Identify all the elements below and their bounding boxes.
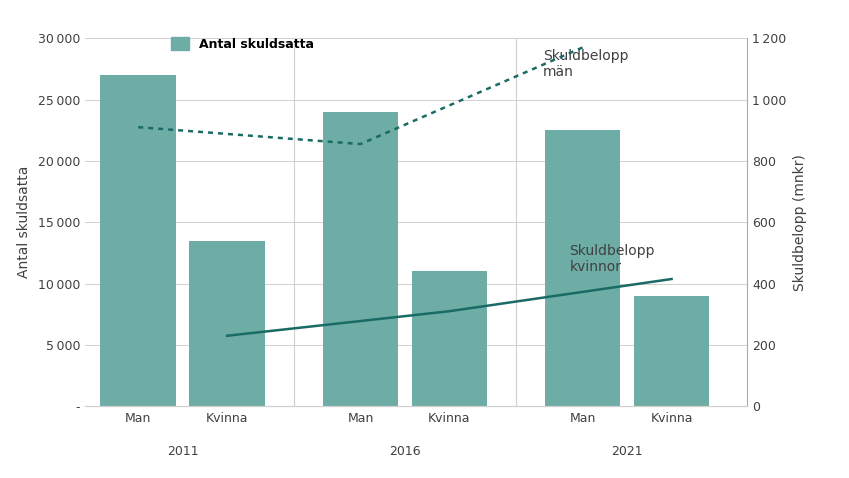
Text: 2016: 2016 [389, 445, 421, 458]
Y-axis label: Skuldbelopp (mnkr): Skuldbelopp (mnkr) [793, 154, 807, 291]
Text: Skuldbelopp
män: Skuldbelopp män [543, 49, 628, 79]
Text: 2021: 2021 [611, 445, 643, 458]
Bar [323, 112, 398, 406]
Y-axis label: Antal skuldsatta: Antal skuldsatta [17, 166, 31, 279]
Bar [189, 241, 265, 406]
Bar [634, 296, 710, 406]
Bar [100, 75, 176, 406]
Bar [545, 130, 621, 406]
Bar [412, 272, 487, 406]
Text: Skuldbelopp
kvinnor: Skuldbelopp kvinnor [570, 244, 655, 274]
Text: 2011: 2011 [167, 445, 199, 458]
Legend: Antal skuldsatta: Antal skuldsatta [171, 37, 314, 51]
